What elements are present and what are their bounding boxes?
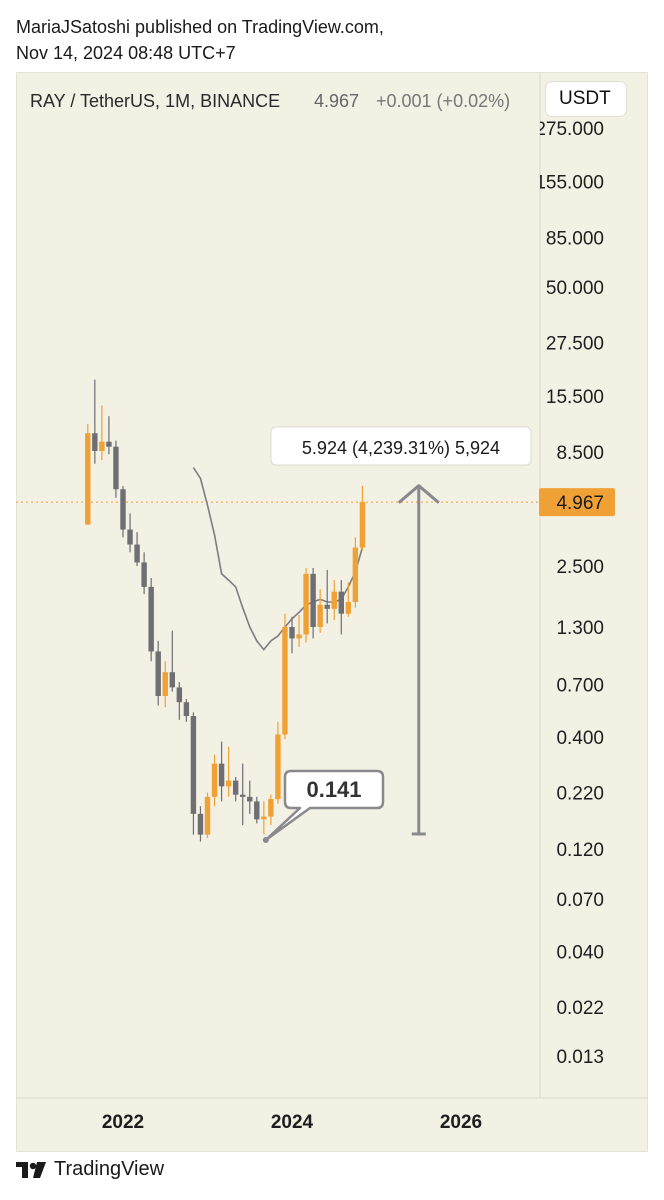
price-tick-label: 27.500 [546, 334, 604, 355]
candle-body [310, 573, 316, 627]
candle-body [155, 651, 161, 696]
tradingview-logo: TradingView [16, 1158, 164, 1181]
publisher-info: MariaJSatoshi published on TradingView.c… [16, 14, 384, 66]
price-tick-label: 1.300 [556, 618, 604, 639]
measure-callout: 5.924 (4,239.31%) 5,924 [270, 426, 532, 466]
price-tick-label: 0.700 [556, 676, 604, 697]
candle-body [352, 547, 359, 603]
time-axis: 2022 2024 2026 [16, 1097, 648, 1133]
price-tick-label: 0.040 [556, 942, 604, 963]
low-marker-dot [262, 836, 269, 843]
price-tick-label: 0.400 [556, 728, 604, 749]
price-tick-label: 0.120 [556, 840, 604, 861]
price-tick-label: 155.000 [535, 173, 604, 194]
price-axis: 275.000 155.000 85.000 50.000 27.500 15.500 8.… [535, 72, 615, 1098]
candle-body [324, 604, 330, 609]
candle-body [289, 627, 295, 639]
last-price: 4.967 [314, 91, 359, 111]
price-tick-label: 0.220 [556, 784, 604, 805]
tradingview-logo-icon [16, 1161, 46, 1178]
plot-area: 5.924 (4,239.31%) 5,924 0.141 [16, 379, 540, 843]
candle-body [232, 780, 239, 795]
time-tick-label: 2022 [102, 1112, 144, 1133]
candle-body [106, 441, 112, 447]
candle-body [92, 433, 98, 451]
price-tick-label: 85.000 [546, 229, 604, 250]
price-tick-label: 2.500 [556, 557, 604, 578]
candle-body [204, 796, 211, 835]
price-tick-label: 0.070 [556, 890, 604, 911]
time-tick-label: 2024 [271, 1112, 314, 1133]
candle-body [247, 796, 253, 802]
candle-body [113, 446, 119, 490]
candle-body [345, 602, 352, 614]
candle-body [134, 544, 140, 563]
candle-body [190, 716, 197, 814]
candle-body [225, 780, 232, 787]
candle-body [169, 672, 175, 688]
candle-body [141, 562, 147, 587]
chart-frame[interactable] [16, 72, 648, 1152]
price-tick-label: 50.000 [546, 278, 604, 299]
candle-body [275, 734, 281, 800]
price-tick-group: 275.000 155.000 85.000 50.000 27.500 15.500 8.… [535, 119, 604, 1068]
candle-body [282, 627, 288, 735]
candle-body [183, 702, 190, 717]
time-tick-label: 2026 [440, 1112, 482, 1133]
candle-body [240, 794, 246, 797]
current-price-label: 4.967 [556, 493, 604, 514]
publisher-line-2: Nov 14, 2024 08:48 UTC+7 [16, 43, 236, 63]
measure-callout-box [270, 426, 532, 466]
low-callout-bubble [264, 769, 385, 842]
measure-label: 5.924 (4,239.31%) 5,924 [302, 438, 500, 458]
candle-body [261, 816, 267, 820]
candle-body [254, 801, 260, 820]
price-tick-label: 275.000 [535, 119, 604, 140]
publisher-line-1: MariaJSatoshi published on TradingView.c… [16, 17, 384, 37]
candle-body [268, 799, 274, 817]
price-tick-label: 8.500 [556, 443, 604, 464]
candle-body [317, 604, 323, 627]
candle-body [176, 687, 183, 703]
low-label: 0.141 [306, 777, 361, 802]
candle-body [120, 489, 126, 530]
price-tick-label: 0.022 [556, 998, 604, 1019]
candle-body [197, 813, 204, 835]
moving-average-line [192, 467, 364, 651]
candle-body [218, 763, 225, 787]
candle-body [338, 591, 344, 614]
tradingview-wordmark: TradingView [54, 1158, 165, 1180]
low-callout: 0.141 [262, 769, 385, 843]
candle-body [211, 763, 218, 797]
candle-body [296, 634, 302, 639]
candle-body [331, 591, 337, 609]
candle-body [148, 586, 154, 652]
price-tick-label: 0.013 [556, 1047, 604, 1068]
symbol-title: RAY / TetherUS, 1M, BINANCE [30, 91, 280, 111]
current-price-marker [539, 488, 615, 517]
price-change: +0.001 (+0.02%) [376, 91, 510, 111]
candle-body [359, 502, 366, 548]
candle-body [303, 573, 309, 635]
candle-body [85, 433, 91, 525]
candle-body [162, 672, 168, 696]
currency-unit-badge[interactable]: USDT [546, 82, 626, 116]
measure-arrow-head [397, 484, 440, 504]
price-tick-label: 15.500 [546, 387, 604, 408]
candle-body [99, 441, 105, 451]
candle-body [127, 529, 133, 545]
